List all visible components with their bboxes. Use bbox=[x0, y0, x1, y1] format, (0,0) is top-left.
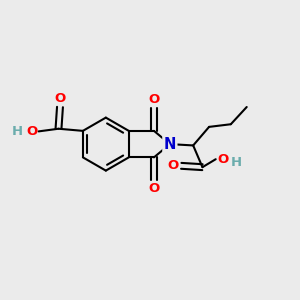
Text: N: N bbox=[164, 136, 176, 152]
Text: H: H bbox=[231, 156, 242, 169]
Text: O: O bbox=[148, 93, 160, 106]
Text: H: H bbox=[12, 125, 23, 138]
Text: O: O bbox=[148, 182, 160, 195]
Text: O: O bbox=[168, 159, 179, 172]
Text: O: O bbox=[26, 125, 37, 138]
Text: O: O bbox=[54, 92, 66, 105]
Text: O: O bbox=[217, 153, 228, 166]
